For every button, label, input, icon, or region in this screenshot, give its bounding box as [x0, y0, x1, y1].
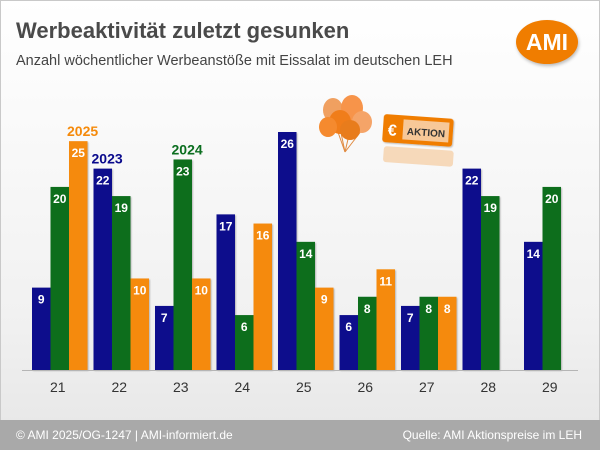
x-tick-label-25: 25	[296, 379, 312, 395]
data-label-2025-week-22: 10	[133, 283, 147, 297]
x-tick-label-22: 22	[111, 379, 127, 395]
x-tick-label-27: 27	[419, 379, 435, 395]
data-label-2023-week-27: 7	[407, 311, 414, 325]
bar-2025-week-24	[253, 223, 272, 370]
bar-2023-week-21	[32, 287, 51, 370]
data-label-2025-week-21: 25	[72, 146, 86, 160]
x-tick-label-28: 28	[480, 379, 496, 395]
bar-chart: € AKTION 9202522191072310176162614968117…	[22, 95, 578, 395]
data-label-2023-week-28: 22	[465, 174, 479, 188]
data-label-2023-week-21: 9	[38, 293, 45, 307]
bar-2024-week-22	[112, 196, 131, 370]
aktion-badge-text: AKTION	[406, 127, 445, 141]
data-label-2025-week-23: 10	[195, 283, 209, 297]
bar-2023-week-27	[401, 305, 420, 370]
bar-2024-week-23	[173, 159, 192, 370]
data-label-2023-week-25: 26	[281, 137, 295, 151]
bar-2023-week-26	[339, 315, 358, 370]
bar-2024-week-21	[50, 186, 69, 370]
series-label-2024: 2024	[172, 141, 203, 157]
ami-logo: AMI	[516, 20, 578, 64]
balloons-and-sale-tag-icon: € AKTION	[319, 95, 454, 167]
bar-2025-week-22	[130, 278, 149, 370]
data-label-2024-week-29: 20	[545, 192, 559, 206]
bar-2024-week-25	[296, 241, 315, 370]
footer-source: Quelle: AMI Aktionspreise im LEH	[402, 428, 582, 442]
bar-2025-week-21	[69, 141, 88, 370]
bar-2023-week-25	[278, 132, 297, 370]
bar-2025-week-26	[376, 269, 395, 370]
bar-2023-week-22	[93, 168, 112, 370]
data-label-2024-week-27: 8	[425, 302, 432, 316]
bar-2024-week-24	[235, 315, 254, 370]
series-label-2025: 2025	[67, 123, 98, 139]
chart-subtitle: Anzahl wöchentlicher Werbeanstöße mit Ei…	[16, 53, 453, 69]
bar-2025-week-27	[438, 296, 457, 370]
bar-2023-week-24	[216, 214, 235, 370]
x-tick-label-26: 26	[357, 379, 373, 395]
chart-title: Werbeaktivität zuletzt gesunken	[16, 18, 350, 43]
data-label-2023-week-29: 14	[527, 247, 541, 261]
data-label-2023-week-23: 7	[161, 311, 168, 325]
bar-2024-week-27	[419, 296, 438, 370]
data-label-2025-week-26: 11	[379, 274, 392, 288]
x-tick-label-23: 23	[173, 379, 189, 395]
x-tick-label-24: 24	[234, 379, 250, 395]
x-tick-label-21: 21	[50, 379, 66, 395]
x-tick-label-29: 29	[542, 379, 558, 395]
data-label-2024-week-22: 19	[115, 201, 129, 215]
bar-2023-week-28	[462, 168, 481, 370]
data-label-2023-week-22: 22	[96, 174, 110, 188]
data-label-2025-week-24: 16	[256, 229, 270, 243]
bar-2024-week-26	[358, 296, 377, 370]
data-label-2025-week-27: 8	[444, 302, 451, 316]
data-label-2025-week-25: 9	[321, 293, 328, 307]
data-label-2024-week-25: 14	[299, 247, 313, 261]
bar-2024-week-28	[481, 196, 500, 370]
bar-2023-week-23	[155, 305, 174, 370]
data-label-2024-week-28: 19	[484, 201, 498, 215]
data-label-2023-week-26: 6	[345, 320, 352, 334]
data-label-2023-week-24: 17	[219, 219, 233, 233]
bar-2024-week-29	[542, 186, 561, 370]
series-label-2023: 2023	[92, 151, 123, 167]
footer-bar: © AMI 2025/OG-1247 | AMI-informiert.de Q…	[0, 420, 600, 450]
footer-copyright: © AMI 2025/OG-1247 | AMI-informiert.de	[16, 428, 233, 442]
bar-2025-week-23	[192, 278, 211, 370]
data-label-2024-week-24: 6	[241, 320, 248, 334]
data-label-2024-week-21: 20	[53, 192, 67, 206]
bar-2023-week-29	[524, 241, 543, 370]
data-label-2024-week-23: 23	[176, 164, 190, 178]
data-label-2024-week-26: 8	[364, 302, 371, 316]
bar-2025-week-25	[315, 287, 334, 370]
euro-symbol: €	[387, 122, 397, 140]
